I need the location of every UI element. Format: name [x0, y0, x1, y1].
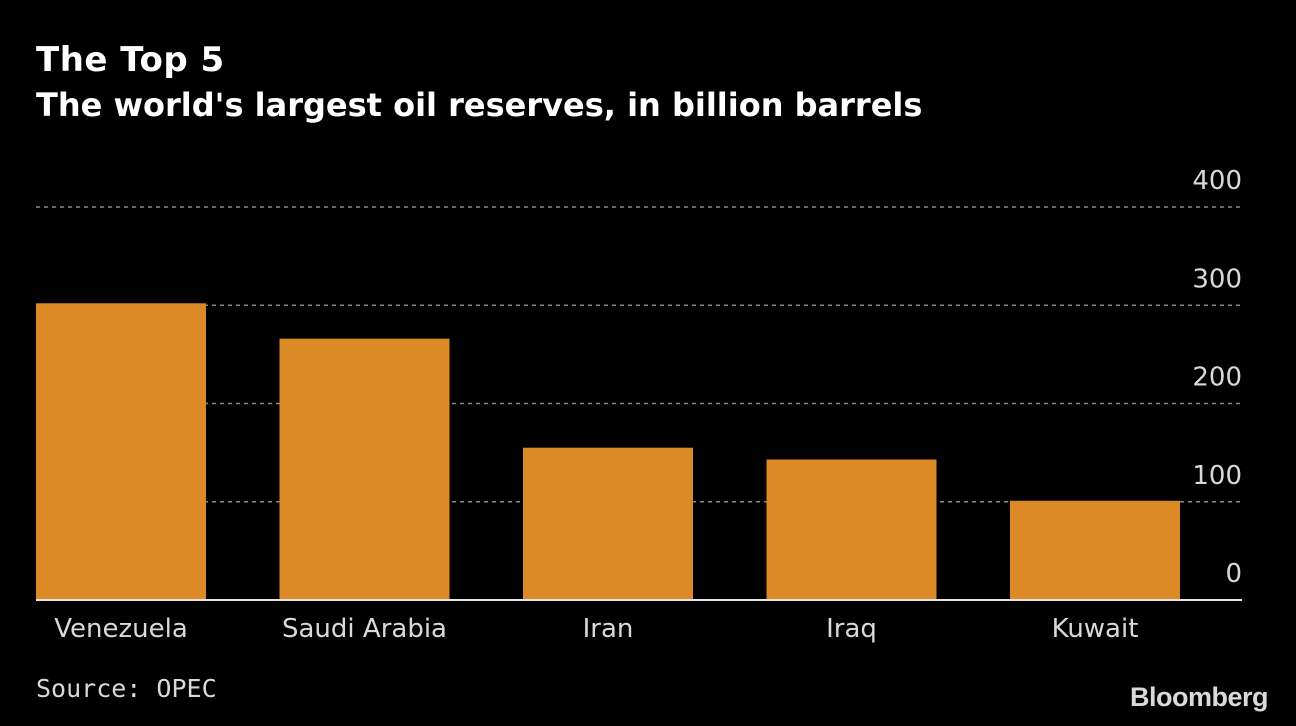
chart-title: The Top 5 — [36, 40, 225, 80]
x-category-label: Saudi Arabia — [282, 614, 447, 644]
bars — [36, 303, 1180, 600]
y-tick-label: 100 — [1192, 461, 1242, 491]
x-category-label: Kuwait — [1052, 614, 1139, 644]
bar-saudi-arabia — [279, 338, 450, 600]
x-category-label: Iraq — [826, 614, 877, 644]
source-note: Source: OPEC — [36, 674, 217, 703]
bar-iran — [523, 447, 693, 600]
chart-subtitle: The world's largest oil reserves, in bil… — [36, 86, 923, 124]
y-tick-label: 400 — [1192, 166, 1242, 196]
x-category-label: Iran — [583, 614, 634, 644]
y-tick-label: 200 — [1192, 363, 1242, 393]
y-tick-label: 300 — [1192, 264, 1242, 294]
x-axis-categories: Venezuela Saudi Arabia Iran Iraq Kuwait — [54, 614, 1138, 644]
bar-venezuela — [36, 303, 206, 600]
bar-iraq — [766, 459, 937, 600]
y-axis-ticks: 0 100 200 300 400 — [1192, 166, 1242, 589]
bar-kuwait — [1010, 500, 1180, 600]
x-category-label: Venezuela — [54, 614, 188, 644]
bloomberg-logo: Bloomberg — [1129, 682, 1269, 712]
y-tick-label: 0 — [1225, 559, 1242, 589]
